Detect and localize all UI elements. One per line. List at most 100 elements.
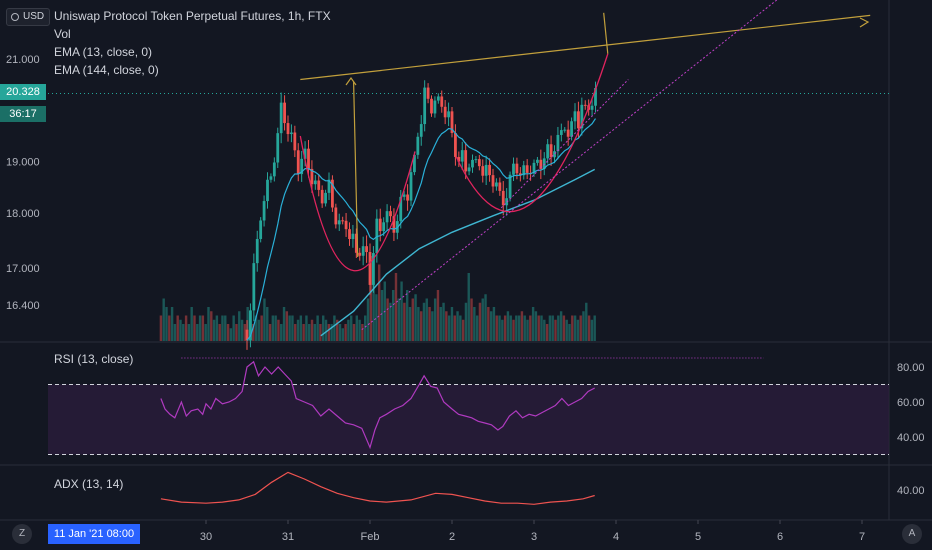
volume-bar <box>355 315 359 341</box>
indicator-vol[interactable]: Vol <box>54 27 71 41</box>
bar-countdown: 36:17 <box>0 106 46 122</box>
volume-bar <box>310 319 314 341</box>
candle-body <box>272 162 276 177</box>
price-tick-label: 18.000 <box>6 208 40 220</box>
time-tick-label: 31 <box>282 531 294 543</box>
volume-bar <box>173 324 177 341</box>
volume-bar <box>238 311 241 341</box>
currency-button[interactable]: USD <box>6 8 51 26</box>
volume-bar <box>176 315 179 341</box>
price-tick-label: 17.000 <box>6 263 40 275</box>
volume-bar <box>590 319 594 341</box>
volume-bar <box>193 315 196 341</box>
time-tick-label: 7 <box>859 531 865 543</box>
crosshair-date-tag: 11 Jan '21 08:00 <box>48 524 140 544</box>
candle-body <box>515 163 519 174</box>
zoom-button[interactable]: Z <box>12 524 32 544</box>
candle-body <box>300 158 304 175</box>
volume-bar <box>204 324 207 341</box>
candle-body <box>413 154 416 173</box>
volume-bar <box>159 315 163 341</box>
candle-body <box>406 194 409 201</box>
volume-bar <box>179 319 182 341</box>
volume-bar <box>453 315 456 341</box>
volume-bar <box>254 315 258 341</box>
volume-bar <box>291 315 294 341</box>
candle-body <box>324 192 327 204</box>
adx-line <box>160 471 595 505</box>
volume-bar <box>257 319 261 341</box>
volume-bar <box>425 298 428 341</box>
candle-body <box>443 106 447 118</box>
candle-body <box>348 229 351 240</box>
volume-bar <box>327 324 331 341</box>
volume-bar <box>478 302 482 341</box>
volume-bar <box>495 315 498 341</box>
volume-bar <box>221 315 224 341</box>
volume-bar <box>391 290 395 341</box>
volume-bar <box>263 298 266 341</box>
candle-body <box>252 263 256 311</box>
volume-bar <box>363 315 367 341</box>
volume-bar <box>235 324 238 341</box>
cup-arc-right <box>455 53 609 213</box>
volume-bar <box>389 302 392 341</box>
volume-bar <box>450 307 454 341</box>
volume-bar <box>330 324 333 341</box>
rsi-label[interactable]: RSI (13, close) <box>54 352 134 366</box>
volume-bar <box>461 319 465 341</box>
candle-body <box>310 168 314 185</box>
volume-bar <box>428 307 431 341</box>
candle-body <box>266 179 269 202</box>
measure-arrow-icon <box>345 76 357 86</box>
chart-title: Uniswap Protocol Token Perpetual Futures… <box>54 9 331 23</box>
candle-body <box>351 233 355 240</box>
candle-body <box>416 136 420 155</box>
price-tick-label: 16.400 <box>6 300 40 312</box>
candle-body <box>436 96 440 101</box>
volume-bar <box>464 302 468 341</box>
volume-bar <box>545 324 549 341</box>
last-price-tag: 20.328 <box>0 84 46 100</box>
candle-body <box>484 164 488 176</box>
volume-bar <box>218 324 221 341</box>
volume-bar <box>226 324 230 341</box>
indicator-ema144[interactable]: EMA (144, close, 0) <box>54 63 159 77</box>
candle-body <box>542 158 546 169</box>
candle-body <box>255 238 259 264</box>
candle-body <box>454 132 457 157</box>
candle-body <box>447 111 450 118</box>
volume-bar <box>417 307 420 341</box>
candle-body <box>419 124 423 137</box>
candle-body <box>457 156 461 162</box>
rsi-tick-label: 40.00 <box>897 432 925 444</box>
volume-bar <box>571 315 574 341</box>
volume-bar <box>512 319 515 341</box>
candle-body <box>525 165 529 173</box>
candle-body <box>290 132 293 135</box>
indicator-ema13[interactable]: EMA (13, close, 0) <box>54 45 153 59</box>
adx-label[interactable]: ADX (13, 14) <box>54 477 124 491</box>
volume-bar <box>537 315 540 341</box>
candle-body <box>512 163 515 175</box>
candle-body <box>501 190 505 206</box>
volume-bar <box>336 319 339 341</box>
volume-bar <box>344 324 347 341</box>
auto-scale-button[interactable]: A <box>902 524 922 544</box>
candle-body <box>518 173 522 176</box>
candle-body <box>259 220 263 239</box>
volume-bar <box>484 294 487 341</box>
candle-body <box>474 159 478 161</box>
volume-bar <box>517 315 521 341</box>
volume-bar <box>215 315 219 341</box>
candle-body <box>293 132 297 151</box>
volume-bar <box>252 324 255 341</box>
candle-body <box>563 129 567 131</box>
volume-bar <box>540 315 543 341</box>
volume-bar <box>212 319 216 341</box>
volume-bar <box>576 319 580 341</box>
candle-body <box>368 252 372 285</box>
time-tick-label: 4 <box>613 531 619 543</box>
candle-body <box>262 201 266 221</box>
